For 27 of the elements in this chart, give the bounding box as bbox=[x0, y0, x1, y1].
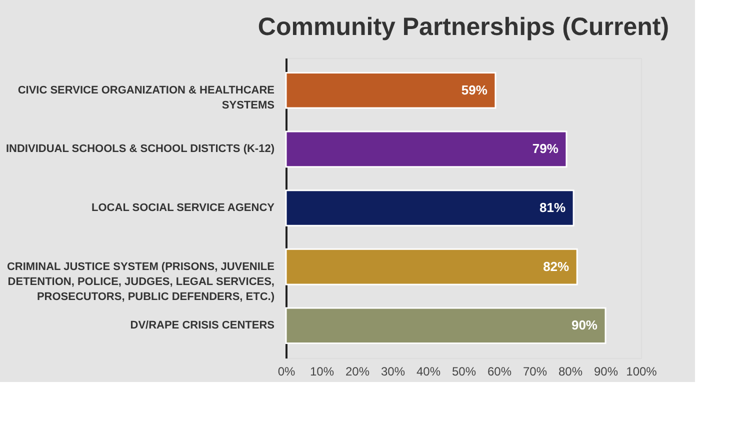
y-tick-label: LOCAL SOCIAL SERVICE AGENCY bbox=[92, 202, 276, 214]
x-tick-label: 40% bbox=[416, 364, 441, 378]
bar bbox=[285, 72, 496, 109]
x-tick-label: 80% bbox=[558, 364, 583, 378]
x-tick-label: 50% bbox=[452, 364, 476, 378]
bar bbox=[285, 307, 606, 344]
y-tick-label: CIVIC SERVICE ORGANIZATION & HEALTHCARE SYSTEMS bbox=[18, 84, 274, 112]
data-label: 79% bbox=[532, 141, 559, 156]
y-tick-label: INDIVIDUAL SCHOOLS & SCHOOL DISTICTS (K-12) bbox=[6, 143, 275, 156]
x-tick-label: 70% bbox=[522, 364, 548, 378]
data-label: 82% bbox=[543, 258, 570, 274]
bar bbox=[285, 248, 578, 286]
data-label: 90% bbox=[571, 318, 598, 333]
data-label: 81% bbox=[540, 200, 566, 215]
bar bbox=[285, 190, 574, 226]
x-tick-label: 90% bbox=[594, 364, 618, 378]
x-tick-label: 100% bbox=[626, 364, 658, 378]
x-tick-label: 0% bbox=[278, 364, 296, 378]
x-tick-label: 20% bbox=[345, 364, 370, 378]
data-label: 59% bbox=[461, 82, 488, 98]
x-tick-label: 10% bbox=[310, 364, 334, 378]
chart-title: Community Partnerships (Current) bbox=[258, 13, 670, 41]
x-tick-label: 30% bbox=[380, 364, 406, 378]
y-tick-label: DV/RAPE CRISIS CENTERS bbox=[130, 320, 274, 332]
y-tick-label: CRIMINAL JUSTICE SYSTEM (PRISONS, JUVENILE DETENTION, POLICE, JUDGES, LEGAL SERVICES, PROSECUTORS, PUBLIC DEFENDERS, ETC.) bbox=[6, 260, 275, 303]
x-tick-label: 60% bbox=[487, 364, 512, 378]
bar bbox=[285, 130, 568, 168]
